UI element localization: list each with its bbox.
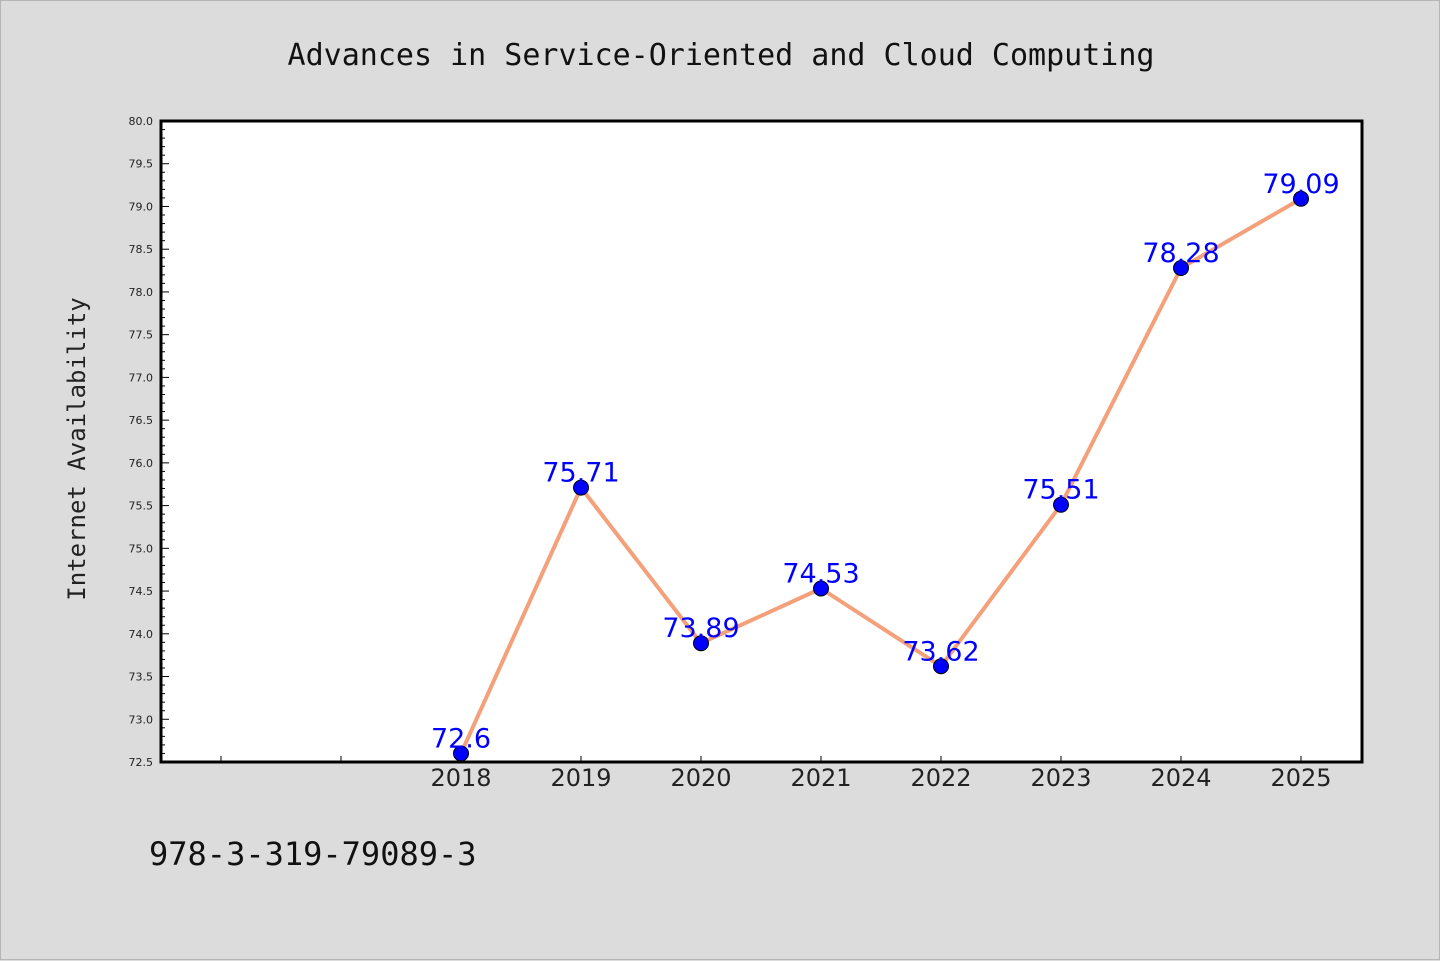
x-tick-label: 2024 [1150, 764, 1211, 792]
data-point [813, 580, 829, 597]
data-point [573, 479, 589, 496]
y-tick-label: 77.0 [129, 371, 154, 384]
data-point [453, 745, 469, 762]
data-label: 73.89 [662, 613, 739, 644]
y-tick-label: 79.0 [129, 200, 154, 213]
data-label: 73.62 [902, 636, 979, 667]
chart-title: Advances in Service-Oriented and Cloud C… [288, 38, 1155, 73]
data-label: 72.6 [431, 723, 491, 754]
y-tick-label: 77.5 [129, 329, 154, 342]
x-tick-label: 2020 [670, 764, 731, 792]
plot-area [159, 119, 1364, 764]
data-label: 79.09 [1262, 169, 1339, 200]
data-label: 75.51 [1022, 475, 1099, 506]
data-label: 75.71 [542, 458, 619, 489]
y-tick-label: 75.5 [129, 500, 154, 513]
y-tick-label: 74.5 [129, 585, 154, 598]
y-tick-label: 78.5 [129, 243, 154, 256]
y-tick-label: 80.0 [129, 115, 154, 128]
series-line [459, 197, 1302, 755]
y-tick-label: 74.0 [129, 628, 154, 641]
y-tick-label: 79.5 [129, 158, 154, 171]
data-point [933, 658, 949, 675]
x-tick-label: 2023 [1030, 764, 1091, 792]
x-tick-label: 2021 [790, 764, 851, 792]
x-tick-label: 2025 [1270, 764, 1331, 792]
x-tick-label: 2022 [910, 764, 971, 792]
y-tick-label: 73.0 [129, 713, 154, 726]
y-tick-label: 78.0 [129, 286, 154, 299]
data-point [1053, 496, 1069, 513]
data-label: 74.53 [782, 559, 859, 590]
data-point [1293, 190, 1309, 207]
x-tick-label: 2019 [550, 764, 611, 792]
x-axis: 2018 2019 2020 2021 2022 2023 2024 2025 [220, 756, 1332, 792]
series-layer: 72.6 75.71 73.89 74.53 73.62 75.51 78.28 79.09 [431, 169, 1340, 762]
isbn-footer: 978-3-319-79089-3 [149, 835, 477, 873]
data-point [1173, 260, 1189, 277]
data-point [693, 635, 709, 652]
x-tick-label: 2018 [430, 764, 491, 792]
data-label: 78.28 [1142, 238, 1219, 269]
y-axis-label: Internet Availability [63, 297, 91, 600]
y-tick-label: 76.5 [129, 414, 154, 427]
y-tick-label: 73.5 [129, 671, 154, 684]
y-tick-label: 76.0 [129, 457, 154, 470]
y-tick-label: 72.5 [129, 756, 154, 769]
y-axis: 72.5 73.0 73.5 74.0 74.5 75.0 75.5 76.0 76.5 77.0… [129, 115, 169, 769]
y-tick-label: 75.0 [129, 542, 154, 555]
